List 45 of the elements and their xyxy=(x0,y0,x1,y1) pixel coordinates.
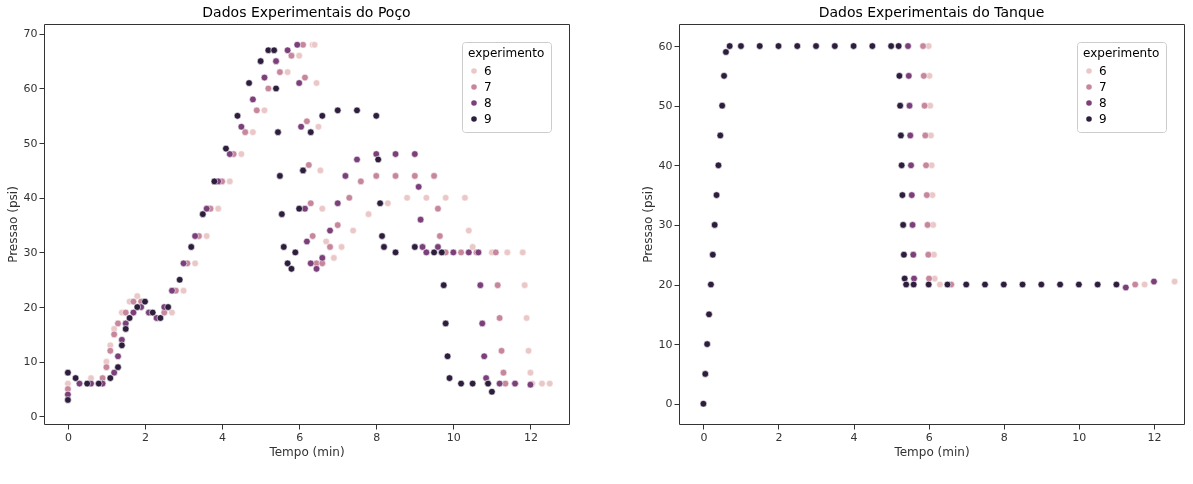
legend-title: experimento xyxy=(1083,46,1160,60)
chart-title: Dados Experimentais do Tanque xyxy=(818,4,1045,20)
legend-label: 7 xyxy=(484,80,492,94)
x-tick-label: 10 xyxy=(446,430,461,444)
legend-label: 6 xyxy=(484,64,492,78)
legend-label: 8 xyxy=(1099,96,1107,110)
chart-title: Dados Experimentais do Poço xyxy=(202,4,411,20)
y-tick-label: 60 xyxy=(658,39,673,53)
y-tick-label: 70 xyxy=(23,27,38,41)
legend-label: 7 xyxy=(1099,80,1107,94)
x-tick-label: 6 xyxy=(925,430,933,444)
x-axis-title: Tempo (min) xyxy=(268,444,345,459)
y-tick-label: 0 xyxy=(665,397,673,411)
y-tick-label: 60 xyxy=(23,81,38,95)
x-tick-label: 2 xyxy=(775,430,783,444)
x-tick-label: 10 xyxy=(1072,430,1087,444)
y-tick-label: 50 xyxy=(658,99,673,113)
y-tick-label: 10 xyxy=(23,355,38,369)
y-tick-label: 40 xyxy=(658,158,673,172)
x-tick-label: 2 xyxy=(141,430,149,444)
y-tick-label: 30 xyxy=(658,218,673,232)
y-tick-label: 30 xyxy=(23,245,38,259)
y-tick-label: 20 xyxy=(658,278,673,292)
x-tick-label: 12 xyxy=(1147,430,1162,444)
x-tick-label: 4 xyxy=(850,430,858,444)
x-axis-title: Tempo (min) xyxy=(893,444,970,459)
legend-label: 9 xyxy=(484,112,492,126)
x-tick-label: 8 xyxy=(373,430,381,444)
x-tick-label: 0 xyxy=(700,430,708,444)
y-tick-label: 0 xyxy=(30,409,38,423)
x-tick-label: 12 xyxy=(523,430,538,444)
x-tick-label: 6 xyxy=(296,430,304,444)
legend-label: 8 xyxy=(484,96,492,110)
x-tick-label: 8 xyxy=(1000,430,1008,444)
y-tick-label: 10 xyxy=(658,337,673,351)
y-tick-label: 50 xyxy=(23,136,38,150)
legend-label: 9 xyxy=(1099,112,1107,126)
x-tick-label: 4 xyxy=(219,430,227,444)
legend-title: experimento xyxy=(468,46,545,60)
y-axis-title: Pressao (psi) xyxy=(5,186,20,263)
x-tick-label: 0 xyxy=(64,430,72,444)
legend-label: 6 xyxy=(1099,64,1107,78)
y-axis-title: Pressao (psi) xyxy=(640,186,655,263)
y-tick-label: 20 xyxy=(23,300,38,314)
y-tick-label: 40 xyxy=(23,191,38,205)
